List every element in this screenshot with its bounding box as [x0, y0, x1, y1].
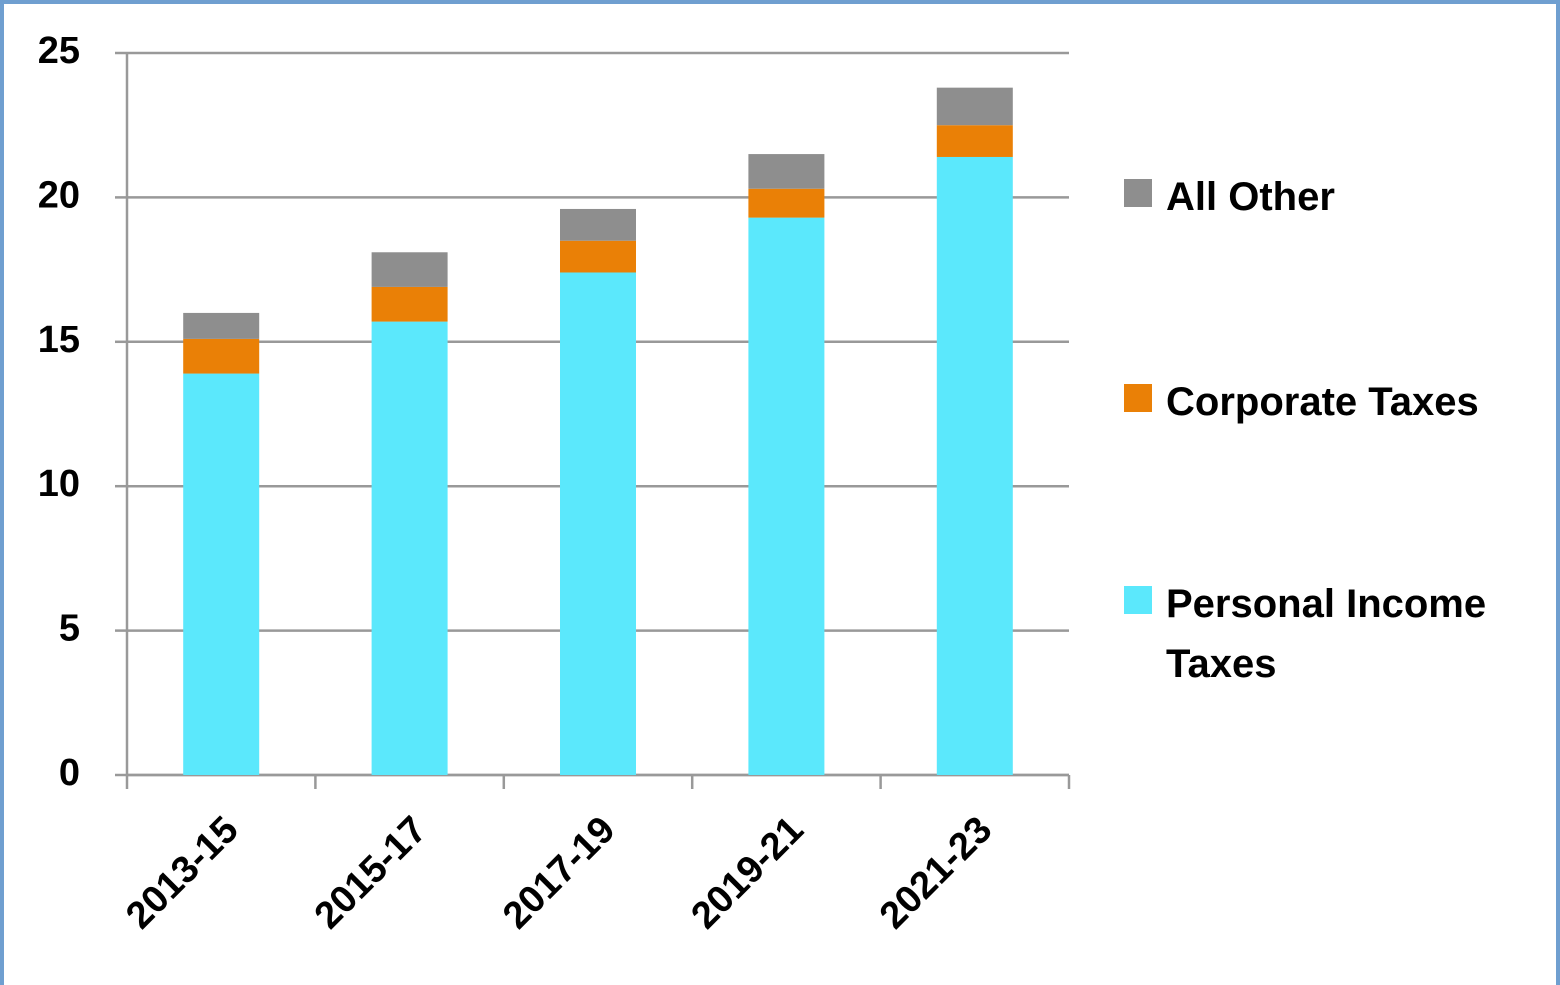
- bar-segment: [560, 208, 636, 241]
- y-tick-label: 15: [38, 319, 80, 361]
- bar-segment: [371, 286, 448, 322]
- legend-swatch: [1124, 179, 1152, 207]
- bar-segment: [936, 87, 1013, 126]
- bar-segment: [748, 217, 825, 776]
- x-tick-label: 2021-23: [872, 809, 1000, 937]
- y-tick-label: 10: [38, 463, 80, 505]
- y-tick-label: 0: [59, 752, 80, 794]
- bar-segment: [936, 125, 1013, 157]
- bar-segment: [183, 373, 260, 775]
- legend-item: Personal Income Taxes: [1124, 574, 1524, 694]
- x-tick-label: 2013-15: [118, 809, 246, 937]
- bar-segment: [748, 188, 825, 218]
- bar-segment: [748, 154, 825, 189]
- x-tick-label: 2017-19: [495, 809, 623, 937]
- bar-segment: [183, 338, 260, 374]
- bar-segment: [560, 272, 636, 775]
- bar-segment: [560, 240, 636, 273]
- bar-segment: [936, 156, 1013, 775]
- y-tick-label: 25: [38, 30, 80, 72]
- legend-label: Personal Income Taxes: [1166, 582, 1487, 686]
- legend-item: All Other: [1124, 167, 1524, 227]
- y-tick-label: 5: [59, 608, 80, 650]
- legend-label: Corporate Taxes: [1166, 380, 1479, 424]
- bar-segment: [183, 312, 260, 339]
- x-tick-label: 2015-17: [307, 809, 435, 937]
- x-tick-label: 2019-21: [684, 809, 812, 937]
- legend-label: All Other: [1166, 175, 1335, 219]
- chart: 0 5 10 15 20 25 2013-15 2015-17 2017-19 2019-21 20…: [38, 30, 1071, 937]
- legend-swatch: [1124, 384, 1152, 412]
- y-tick-label: 20: [38, 174, 80, 216]
- bar-segment: [371, 321, 448, 775]
- bar-segment: [371, 252, 448, 287]
- legend-item: Corporate Taxes: [1124, 372, 1524, 432]
- legend-swatch: [1124, 586, 1152, 614]
